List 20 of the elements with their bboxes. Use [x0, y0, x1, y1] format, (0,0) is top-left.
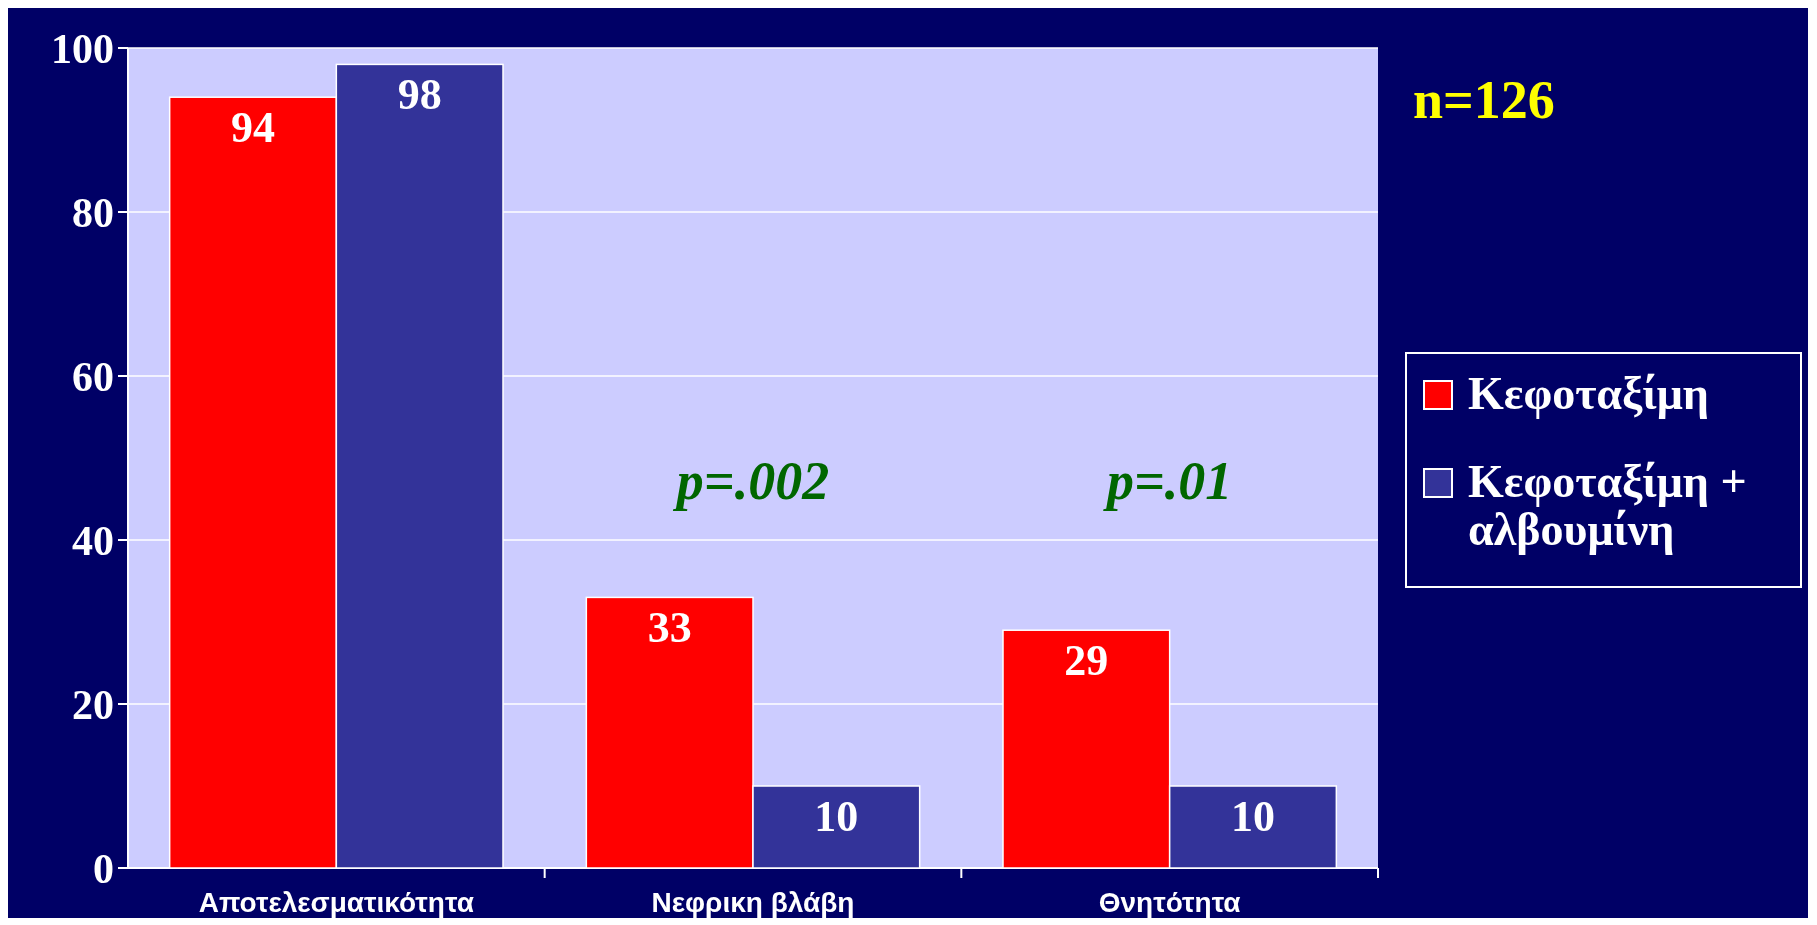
x-tick-label: Νεφρικη βλάβη: [651, 887, 855, 918]
y-tick-label: 0: [93, 845, 114, 892]
data-label: 94: [231, 103, 275, 153]
text: n=126: [1413, 70, 1555, 130]
data-label: 98: [397, 70, 442, 120]
annotation: p=.01: [1103, 451, 1233, 511]
y-tick-label: 40: [72, 517, 114, 564]
y-tick-label: 60: [72, 353, 114, 400]
x-tick-label: Θνητότητα: [1098, 887, 1241, 918]
y-tick-label: 20: [72, 681, 114, 728]
y-tick-label: 100: [51, 25, 114, 72]
data-label: 29: [1064, 636, 1109, 686]
y-tick-label: 80: [72, 189, 114, 236]
annotation: p=.002: [672, 451, 830, 511]
data-label: 33: [647, 603, 692, 653]
legend-label: Κεφοταξίμη: [1468, 368, 1709, 419]
legend-label: Κεφοταξίμη + αλβουμίνη: [1468, 456, 1747, 555]
data-label: 10: [814, 792, 859, 841]
data-label: 10: [1231, 792, 1275, 841]
x-tick-label: Αποτελεσματικότητα: [198, 887, 474, 918]
